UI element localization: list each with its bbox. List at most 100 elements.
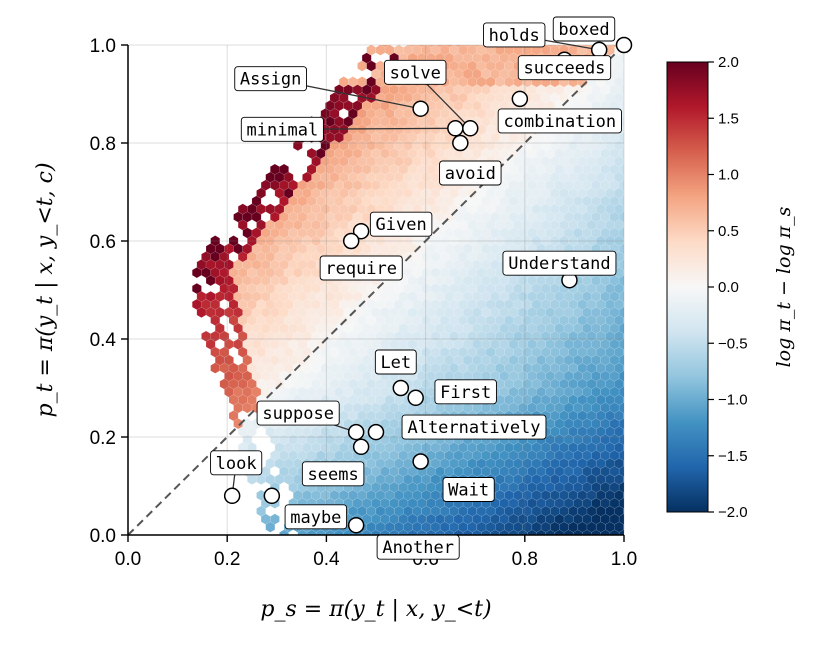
x-tick-label: 0.0 xyxy=(115,549,141,570)
label-boxed: boxed xyxy=(552,16,616,42)
label-wait: Wait xyxy=(442,477,495,502)
colorbar-tick-label: −0.5 xyxy=(718,335,748,352)
point-label-box xyxy=(301,461,365,487)
colorbar-tick-label: −1.5 xyxy=(718,448,748,465)
y-axis-ticks: 0.0 0.2 0.4 0.6 0.8 1.0 xyxy=(90,36,128,547)
label-look: look xyxy=(210,450,263,476)
point-label-text: seems xyxy=(308,465,359,485)
point-wait xyxy=(412,453,429,470)
x-axis-ticks: 0.00.20.40.60.81.0 xyxy=(115,535,637,570)
point-label-text: avoid xyxy=(445,164,496,184)
hex-bin xyxy=(472,45,482,48)
hex-bin xyxy=(582,45,592,48)
colorbar-tick-label: 0.5 xyxy=(718,223,739,240)
hex-bin xyxy=(380,45,390,48)
label-combination: combination xyxy=(497,108,622,134)
point-label-box xyxy=(483,22,546,48)
label-maybe: maybe xyxy=(284,504,348,530)
colorbar-tick-label: 1.0 xyxy=(718,167,739,184)
label-holds: holds xyxy=(483,22,546,48)
point-label-text: succeeds xyxy=(524,59,606,79)
label-suppose: suppose xyxy=(256,400,340,426)
label-require: require xyxy=(319,255,403,281)
label-minimal: minimal xyxy=(240,116,324,142)
hex-bin xyxy=(279,163,289,175)
point-label-box xyxy=(240,116,324,142)
point-suppose xyxy=(347,423,365,441)
y-tick-label: 1.0 xyxy=(90,36,116,57)
point-label-box xyxy=(497,108,622,134)
hex-bin xyxy=(210,235,220,247)
colorbar-tick-label: −1.0 xyxy=(718,392,748,409)
y-tick-label: 0.6 xyxy=(90,232,116,253)
hex-bin xyxy=(426,45,436,48)
y-tick-label: 0.8 xyxy=(90,134,116,155)
y-tick-label: 0.4 xyxy=(90,330,117,351)
x-tick-label: 0.8 xyxy=(512,549,538,570)
hex-bin xyxy=(453,45,464,48)
point-label-box xyxy=(374,349,417,375)
point-boxed xyxy=(615,36,633,54)
hex-bin xyxy=(192,283,202,295)
point-label-text: suppose xyxy=(262,404,334,424)
label-solve: solve xyxy=(384,59,447,85)
hex-bin xyxy=(408,45,418,48)
label-avoid: avoid xyxy=(439,160,502,186)
point-label-box xyxy=(369,211,433,237)
label-first: First xyxy=(434,379,497,405)
point-another xyxy=(347,516,365,534)
point-label-box xyxy=(319,255,403,281)
point-require xyxy=(342,232,360,250)
point-holds xyxy=(590,41,608,59)
colorbar-ticks: 2.0 1.5 1.0 0.5 0.0 −0.5 −1.0 −1.5 −2.0 xyxy=(708,54,748,521)
point-label-text: solve xyxy=(390,63,441,83)
point-label-box xyxy=(517,55,612,81)
hex-bin xyxy=(463,45,473,48)
hex-bin xyxy=(228,235,239,247)
y-axis-label: p_t = π(y_t | x, y_<t, c) xyxy=(33,162,58,417)
point-avoid xyxy=(452,134,469,152)
point-label-box xyxy=(442,477,495,502)
point-label-text: require xyxy=(325,259,397,279)
point-label-box xyxy=(439,160,502,186)
point-label-box xyxy=(384,59,447,85)
colorbar xyxy=(666,61,709,513)
point-label-text: combination xyxy=(504,112,617,132)
x-tick-label: 1.0 xyxy=(611,549,637,570)
point-label-text: look xyxy=(216,454,257,474)
label-seems: seems xyxy=(301,461,365,487)
colorbar-label: log π_t − log π_s xyxy=(773,206,795,367)
point-label-text: Alternatively xyxy=(407,418,540,438)
point-label-text: Another xyxy=(382,538,454,558)
point-label-text: maybe xyxy=(290,508,341,528)
y-tick-label: 0.2 xyxy=(90,428,116,449)
point-label-text: boxed xyxy=(558,20,609,40)
point-label-box xyxy=(502,250,617,276)
colorbar-tick-label: −2.0 xyxy=(718,504,748,521)
colorbar-tick-label: 0.0 xyxy=(718,279,739,296)
point-label-box xyxy=(401,414,547,440)
label-assign: Assign xyxy=(234,66,307,92)
point-labels: holds boxed succeeds combination Assign solve… xyxy=(210,16,622,560)
point-let xyxy=(392,379,410,397)
label-another: Another xyxy=(376,534,460,560)
colorbar-tick-label: 1.5 xyxy=(718,110,739,127)
point-label-box xyxy=(552,16,616,42)
point-label-text: Wait xyxy=(448,481,489,501)
x-tick-label: 0.2 xyxy=(214,549,240,570)
point-first xyxy=(407,389,424,407)
point-label-box xyxy=(234,66,307,92)
point-assign xyxy=(412,100,429,117)
point-minimal xyxy=(447,120,464,137)
label-given: Given xyxy=(369,211,433,237)
hex-bin xyxy=(444,45,454,48)
hex-bin xyxy=(435,45,445,48)
point-label-text: Given xyxy=(376,215,427,235)
point-combination xyxy=(511,90,529,108)
hexbin-layer xyxy=(192,45,624,535)
point-seems xyxy=(352,438,370,456)
point-label-box xyxy=(376,534,460,560)
point-label-text: Understand xyxy=(508,254,610,274)
point-alternatively xyxy=(367,423,385,441)
